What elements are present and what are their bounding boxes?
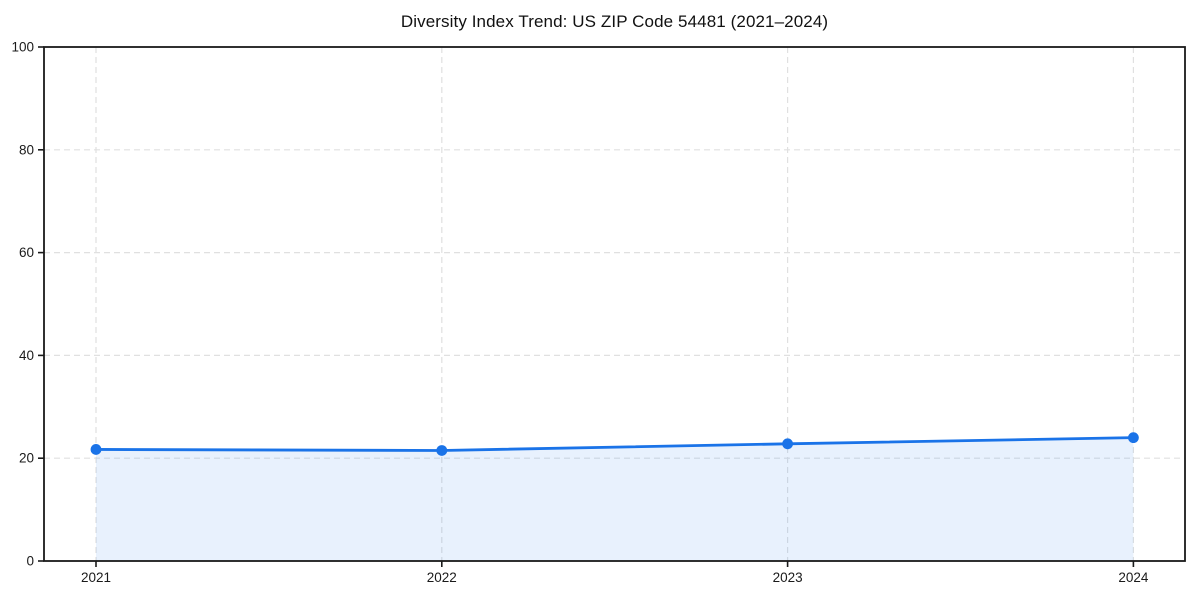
x-tick-label-2024: 2024 bbox=[1118, 570, 1149, 585]
x-tick-label-2023: 2023 bbox=[773, 570, 803, 585]
trend-line bbox=[94, 436, 1135, 452]
x-tick-label-2022: 2022 bbox=[427, 570, 457, 585]
y-tick-label-100: 100 bbox=[11, 40, 34, 55]
y-tick-label-0: 0 bbox=[26, 554, 34, 569]
y-tick-label-60: 60 bbox=[19, 245, 34, 260]
area-fill bbox=[96, 437, 1134, 561]
chart-title: Diversity Index Trend: US ZIP Code 54481… bbox=[400, 12, 829, 31]
y-tick-label-20: 20 bbox=[19, 451, 34, 466]
data-point-2022 bbox=[436, 445, 448, 456]
data-point-2023 bbox=[782, 438, 793, 450]
data-point-2021 bbox=[90, 444, 102, 455]
data-point-2024 bbox=[1128, 432, 1139, 444]
y-tick-label-80: 80 bbox=[19, 142, 34, 157]
x-tick-label-2021: 2021 bbox=[81, 570, 111, 585]
y-tick-label-40: 40 bbox=[19, 348, 34, 363]
plot-border bbox=[43, 46, 1186, 562]
